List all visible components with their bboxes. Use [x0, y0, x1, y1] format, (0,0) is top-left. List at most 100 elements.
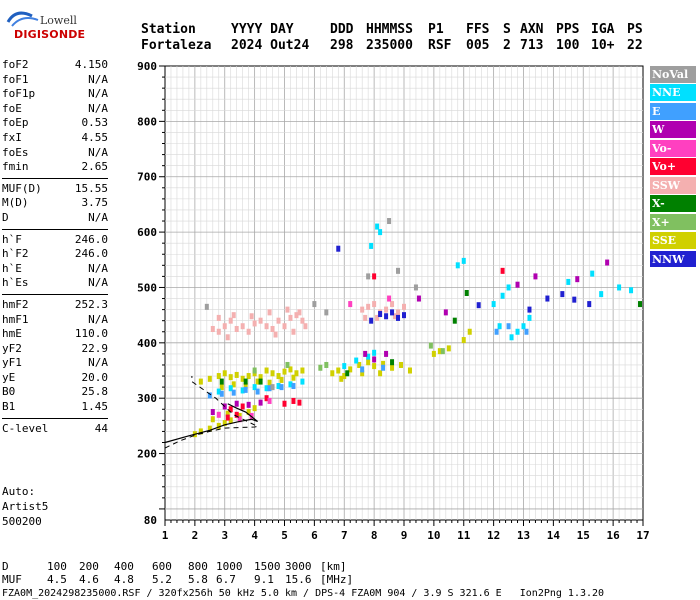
echo-point — [372, 273, 377, 280]
param-label: hmF1 — [2, 312, 29, 326]
echo-point — [288, 366, 293, 373]
param-value: N/A — [88, 261, 108, 275]
echo-point — [228, 406, 233, 413]
param-row: hmE 110.0 — [2, 327, 108, 342]
echo-point — [252, 367, 257, 374]
logo-lowell-text: Lowell — [40, 14, 77, 27]
y-tick-label: 700 — [137, 171, 157, 184]
echo-point — [366, 359, 371, 366]
distance-value: 3000 — [285, 560, 312, 573]
param-label: D — [2, 210, 9, 224]
echo-point — [464, 290, 469, 296]
echo-point — [515, 281, 520, 288]
echo-point — [300, 317, 305, 324]
x-tick-label: 15 — [577, 529, 590, 542]
echo-point — [342, 373, 347, 380]
param-row: h`E N/A — [2, 262, 108, 277]
echo-point — [267, 397, 272, 404]
distance-value: 1000 — [216, 560, 243, 573]
echo-point — [270, 370, 275, 377]
echo-point — [297, 399, 302, 406]
echo-point — [339, 375, 344, 382]
echo-point — [273, 331, 278, 338]
echo-point — [216, 422, 221, 429]
echo-point — [387, 218, 392, 225]
distance-value: 1500 — [254, 560, 281, 573]
distance-value: 800 — [188, 560, 208, 573]
echo-point — [282, 400, 287, 407]
echo-point — [264, 367, 269, 374]
param-label: foF1 — [2, 72, 29, 86]
param-row: yF1 N/A — [2, 356, 108, 371]
echo-point — [222, 403, 227, 410]
legend-item-x-: X- — [650, 195, 696, 212]
echo-point — [252, 384, 257, 391]
echo-point — [342, 363, 347, 370]
param-value: N/A — [88, 312, 108, 326]
echo-point — [396, 314, 401, 321]
echo-point — [366, 353, 371, 360]
echo-point — [240, 323, 245, 330]
legend-item-nne: NNE — [650, 84, 696, 102]
param-label: h`Es — [2, 276, 29, 290]
echo-point — [515, 328, 520, 335]
echo-point — [363, 314, 368, 321]
param-label: foF2 — [2, 58, 29, 71]
distance-value: 400 — [114, 560, 134, 573]
echo-point — [354, 357, 359, 364]
legend-item-ssw: SSW — [650, 176, 696, 194]
echo-point — [312, 301, 317, 308]
y-tick-label: 80 — [144, 514, 157, 527]
param-value: 2.65 — [81, 160, 109, 174]
echo-point — [216, 373, 221, 380]
echo-point — [276, 383, 281, 390]
y-tick-label: 800 — [137, 115, 157, 128]
distance-value: 600 — [152, 560, 172, 573]
x-tick-label: 13 — [517, 529, 530, 542]
echo-point — [291, 374, 296, 381]
echo-point — [258, 317, 263, 324]
param-value: N/A — [88, 276, 108, 290]
echo-point — [288, 314, 293, 321]
echo-point — [446, 345, 451, 352]
s-label: S — [503, 22, 511, 37]
time-value: 235000 — [366, 38, 413, 53]
echo-point — [476, 302, 481, 309]
echo-point — [491, 301, 496, 308]
echo-point — [369, 242, 374, 249]
legend-item-x-: X+ — [650, 213, 696, 231]
param-value: N/A — [88, 210, 108, 224]
ps-value: 22 — [627, 38, 643, 53]
distance-label: D — [2, 560, 9, 573]
muf-value: 4.6 — [79, 573, 99, 586]
echo-point — [288, 381, 293, 388]
echo-point — [437, 348, 442, 355]
echo-point — [252, 405, 257, 412]
echo-point — [363, 350, 368, 357]
y-tick-label: 900 — [137, 60, 157, 73]
param-label: fxI — [2, 130, 22, 144]
legend-item-e: E — [650, 102, 696, 120]
param-label: hmE — [2, 327, 22, 341]
echo-point — [638, 301, 643, 308]
echo-point — [348, 366, 353, 373]
echo-point — [246, 328, 251, 335]
echo-point — [219, 378, 224, 385]
param-divider — [2, 228, 108, 230]
profile-trace-dashed — [164, 376, 260, 449]
echo-point — [255, 388, 260, 395]
echo-point — [231, 312, 236, 319]
x-tick-label: 12 — [487, 529, 500, 542]
echo-point — [216, 314, 221, 321]
echo-point — [225, 414, 230, 421]
echo-point — [372, 363, 377, 370]
echo-point — [240, 387, 245, 394]
y-tick-label: 500 — [137, 281, 157, 294]
echo-point — [360, 306, 365, 313]
echo-point — [390, 309, 395, 316]
muf-value: 4.5 — [47, 573, 67, 586]
echo-point — [402, 303, 406, 310]
param-divider — [2, 293, 108, 295]
echo-point — [366, 303, 371, 310]
param-value: N/A — [88, 356, 108, 370]
